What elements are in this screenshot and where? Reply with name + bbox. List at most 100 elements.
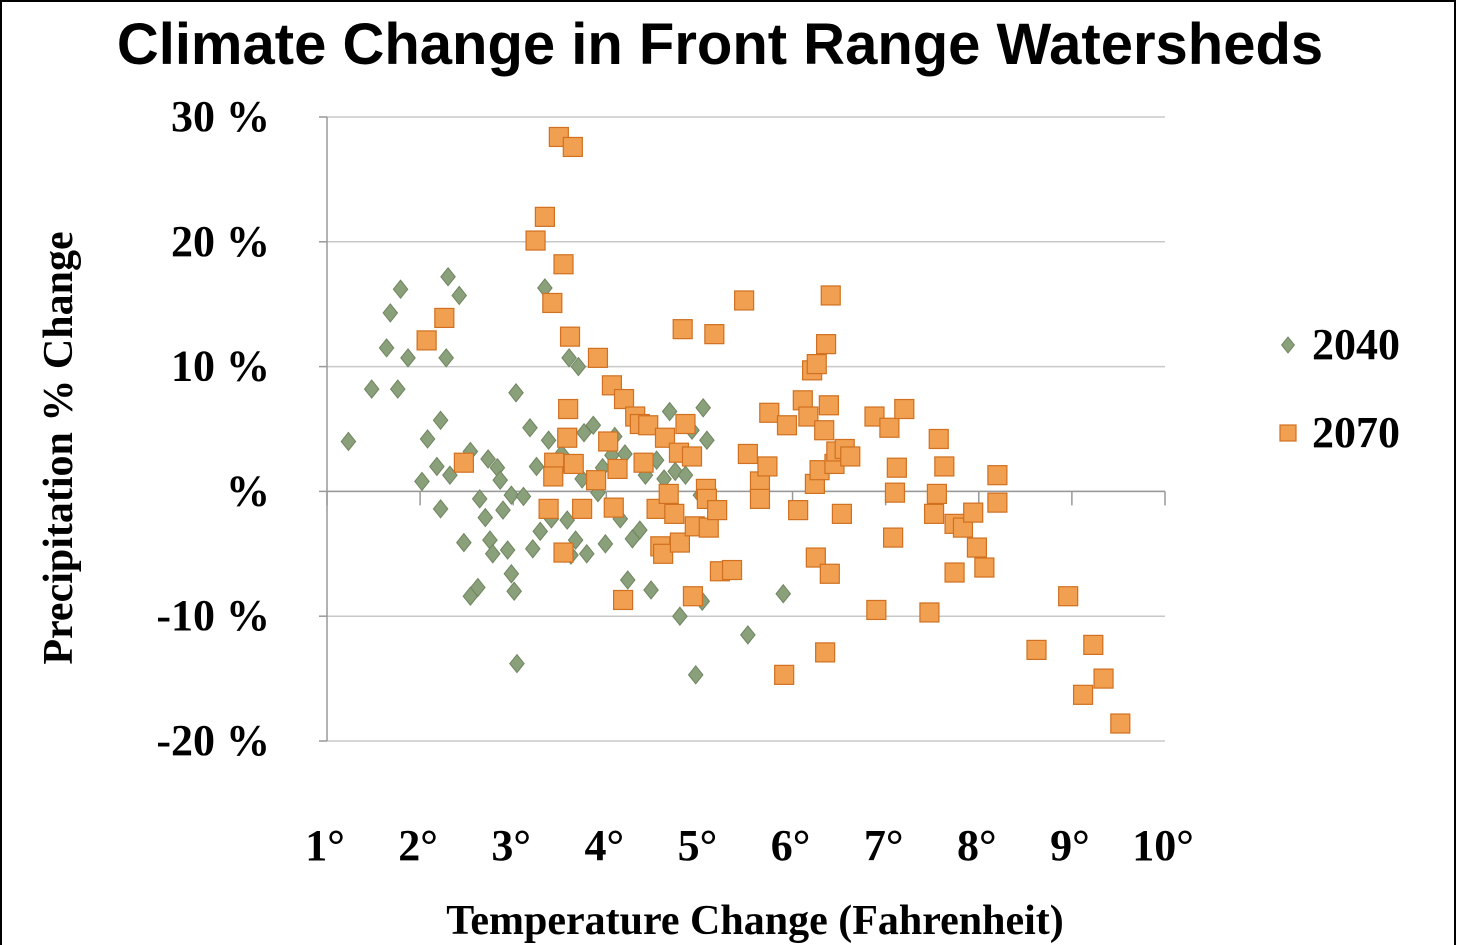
point xyxy=(506,581,522,602)
point xyxy=(434,307,455,329)
point xyxy=(632,520,648,540)
point xyxy=(561,348,577,368)
point xyxy=(840,446,861,467)
point xyxy=(774,664,795,685)
point xyxy=(400,348,416,368)
point xyxy=(886,457,907,478)
y-tick-label: -10 % xyxy=(156,591,270,640)
point xyxy=(515,486,532,507)
x-tick-label: 3° xyxy=(491,821,531,870)
point xyxy=(542,292,563,314)
point xyxy=(503,563,520,584)
point xyxy=(658,483,679,504)
point xyxy=(699,430,715,451)
point xyxy=(805,547,826,568)
point xyxy=(721,559,743,581)
point xyxy=(522,417,538,438)
point xyxy=(471,489,488,509)
point xyxy=(432,499,449,519)
point xyxy=(806,354,827,375)
point xyxy=(585,470,607,491)
point xyxy=(704,324,725,345)
point xyxy=(484,543,501,564)
point xyxy=(737,443,758,465)
point xyxy=(633,452,654,473)
point xyxy=(963,502,984,523)
point xyxy=(818,395,839,416)
point xyxy=(757,456,778,477)
point xyxy=(597,534,614,554)
point xyxy=(707,500,728,521)
x-tick-label: 7° xyxy=(864,821,904,870)
point xyxy=(1093,668,1114,689)
point xyxy=(675,413,696,435)
point xyxy=(638,415,659,436)
point xyxy=(987,492,1008,513)
point xyxy=(587,347,609,368)
point xyxy=(495,500,511,520)
point xyxy=(682,586,704,607)
point xyxy=(987,465,1008,486)
point xyxy=(966,537,988,558)
point xyxy=(664,503,685,524)
point xyxy=(1026,639,1047,660)
point xyxy=(563,453,584,475)
point xyxy=(429,456,445,477)
y-tick-label: % xyxy=(226,466,270,515)
point xyxy=(776,415,798,436)
x-tick-label: 2° xyxy=(398,821,438,870)
point xyxy=(482,530,498,550)
point xyxy=(926,483,947,504)
point xyxy=(879,417,900,438)
y-tick-label: 20 % xyxy=(171,217,270,266)
point xyxy=(538,498,559,519)
point xyxy=(453,452,474,473)
point xyxy=(934,456,955,477)
point xyxy=(820,285,841,306)
point xyxy=(831,503,853,524)
point xyxy=(432,410,449,431)
point xyxy=(974,557,995,578)
point xyxy=(667,461,684,482)
point xyxy=(414,471,430,492)
point xyxy=(798,406,819,427)
point xyxy=(389,379,406,399)
x-tick-label: 4° xyxy=(585,821,625,870)
point xyxy=(654,427,676,448)
point xyxy=(540,430,557,451)
point xyxy=(553,542,574,563)
point xyxy=(553,254,574,275)
point xyxy=(469,577,486,598)
point xyxy=(619,570,636,590)
point xyxy=(653,543,674,564)
legend-marker xyxy=(1279,424,1297,442)
point xyxy=(419,429,436,449)
point xyxy=(559,326,581,347)
point xyxy=(734,290,755,311)
point xyxy=(884,482,906,503)
point xyxy=(477,507,494,528)
point xyxy=(572,498,593,519)
x-tick-label: 9° xyxy=(1050,821,1090,870)
legend-label: 2070 xyxy=(1312,408,1400,457)
point xyxy=(570,356,587,377)
point xyxy=(613,388,635,410)
point xyxy=(677,465,694,485)
point xyxy=(557,427,578,448)
point xyxy=(695,397,712,418)
y-tick-label: 10 % xyxy=(171,342,270,391)
point xyxy=(1058,586,1079,607)
point xyxy=(578,543,595,564)
point xyxy=(382,303,399,323)
point xyxy=(416,330,437,351)
point xyxy=(440,266,456,287)
point xyxy=(669,532,690,553)
legend-marker xyxy=(1280,336,1296,354)
point xyxy=(661,401,678,422)
point xyxy=(698,517,719,538)
point xyxy=(775,583,792,604)
point xyxy=(643,580,659,600)
point xyxy=(672,319,693,340)
